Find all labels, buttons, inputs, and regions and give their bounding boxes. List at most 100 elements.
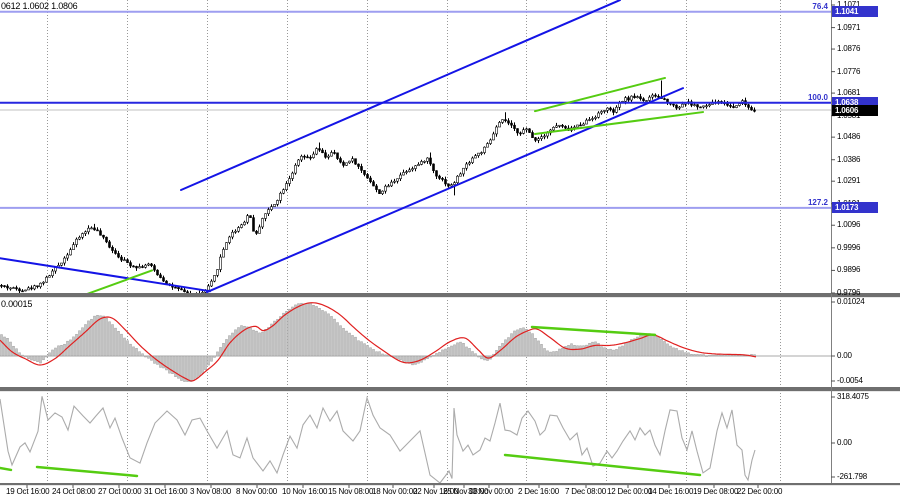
trendline-blue[interactable] bbox=[0, 257, 211, 293]
macd-bar bbox=[465, 346, 468, 357]
time-axis-label[interactable]: 2 Dec 16:00 bbox=[518, 487, 559, 496]
macd-bar bbox=[177, 355, 180, 379]
candle-body bbox=[162, 277, 165, 282]
candle-body bbox=[210, 280, 213, 287]
macd-bar bbox=[102, 315, 105, 357]
time-axis-label[interactable]: 25 Nov 08:00 bbox=[443, 487, 489, 496]
macd-bar bbox=[327, 313, 330, 357]
candle-body bbox=[33, 285, 36, 290]
macd-bar bbox=[363, 343, 366, 357]
candle-body bbox=[735, 105, 738, 108]
macd-bar bbox=[42, 355, 45, 361]
candle-body bbox=[699, 106, 702, 109]
time-axis-label[interactable]: 22 Nov 16:00 bbox=[413, 487, 459, 496]
candle-body bbox=[81, 233, 84, 238]
macd-bar bbox=[279, 316, 282, 357]
trendline-green[interactable] bbox=[534, 111, 704, 135]
trendline-blue[interactable] bbox=[180, 0, 621, 191]
macd-bar bbox=[237, 327, 240, 357]
candle-body bbox=[306, 156, 309, 159]
macd-bar bbox=[549, 351, 552, 357]
macd-bar bbox=[516, 329, 519, 357]
panel-separator[interactable] bbox=[0, 293, 900, 297]
candle-body bbox=[315, 148, 318, 155]
candle-body bbox=[393, 180, 396, 183]
panel-separator[interactable] bbox=[0, 483, 900, 485]
macd-bar bbox=[528, 331, 531, 357]
time-axis-label[interactable]: 12 Dec 00:00 bbox=[607, 487, 653, 496]
time-axis-label[interactable]: 15 Nov 08:00 bbox=[328, 487, 374, 496]
candle-body bbox=[96, 229, 99, 232]
macd-bar bbox=[432, 355, 435, 357]
time-axis-label[interactable]: 3 Nov 08:00 bbox=[190, 487, 231, 496]
candle-body bbox=[225, 242, 228, 250]
macd-bar bbox=[513, 330, 516, 357]
candle-body bbox=[396, 178, 399, 182]
time-axis-label[interactable]: 24 Oct 08:00 bbox=[52, 487, 96, 496]
macd-bar bbox=[645, 333, 648, 357]
macd-trendline-green[interactable] bbox=[530, 325, 657, 337]
panel-separator[interactable] bbox=[0, 387, 900, 391]
candle-body bbox=[120, 256, 123, 261]
candle-body bbox=[381, 190, 384, 194]
candle-body bbox=[441, 178, 444, 180]
fibo-price-badge: 1.1041 bbox=[832, 6, 878, 18]
macd-bar bbox=[162, 355, 165, 369]
cci-trendline-green[interactable] bbox=[0, 466, 13, 472]
time-axis-label[interactable]: 14 Dec 16:00 bbox=[648, 487, 694, 496]
candle-body bbox=[516, 128, 519, 134]
time-axis-label[interactable]: 19 Dec 08:00 bbox=[693, 487, 739, 496]
time-axis-label[interactable]: 7 Dec 08:00 bbox=[565, 487, 606, 496]
candle-body bbox=[213, 275, 216, 282]
candle-body bbox=[279, 192, 282, 201]
macd-bar bbox=[453, 344, 456, 357]
trendline-green[interactable] bbox=[83, 269, 153, 295]
candle-body bbox=[51, 270, 54, 276]
time-axis-label[interactable]: 31 Oct 16:00 bbox=[144, 487, 188, 496]
macd-bar bbox=[504, 339, 507, 357]
trendline-blue[interactable] bbox=[206, 87, 684, 293]
time-axis-label[interactable]: 10 Nov 16:00 bbox=[282, 487, 328, 496]
time-axis-label[interactable]: 18 Nov 00:00 bbox=[372, 487, 418, 496]
price-axis-label: 1.0971 bbox=[837, 22, 861, 32]
macd-bar bbox=[75, 334, 78, 357]
time-axis-label[interactable]: 27 Oct 00:00 bbox=[98, 487, 142, 496]
macd-bar bbox=[531, 333, 534, 357]
cci-trendline-green[interactable] bbox=[35, 465, 139, 478]
fibo-level-label: 127.2 bbox=[807, 197, 828, 207]
macd-bar bbox=[411, 355, 414, 366]
macd-bar bbox=[462, 343, 465, 357]
time-axis-label[interactable]: 19 Oct 16:00 bbox=[6, 487, 50, 496]
candle-body bbox=[693, 104, 696, 106]
candle-body bbox=[672, 103, 675, 106]
candle-body bbox=[282, 189, 285, 194]
macd-bar bbox=[192, 355, 195, 381]
macd-signal-line bbox=[0, 302, 757, 382]
trendline-green[interactable] bbox=[534, 76, 666, 113]
macd-bar bbox=[552, 351, 555, 357]
candle-body bbox=[108, 241, 111, 248]
time-axis-label[interactable]: 22 Dec 00:00 bbox=[737, 487, 783, 496]
macd-bar bbox=[534, 337, 537, 357]
time-axis-label[interactable]: 8 Nov 00:00 bbox=[236, 487, 277, 496]
macd-bar bbox=[171, 355, 174, 374]
candle-body bbox=[405, 171, 408, 173]
candle-body bbox=[363, 170, 366, 175]
macd-bar bbox=[54, 347, 57, 357]
macd-panel bbox=[0, 302, 831, 382]
macd-bar bbox=[543, 348, 546, 357]
candle-body bbox=[597, 112, 600, 118]
cci-panel bbox=[0, 395, 756, 483]
time-axis-label[interactable]: 30 Nov 00:00 bbox=[468, 487, 514, 496]
macd-bar bbox=[255, 330, 258, 357]
candle-body bbox=[75, 238, 78, 245]
candle-body bbox=[423, 161, 426, 163]
macd-bar bbox=[660, 339, 663, 357]
cci-trendline-green[interactable] bbox=[503, 453, 702, 477]
candle-body bbox=[285, 183, 288, 190]
macd-bar bbox=[603, 347, 606, 357]
price-axis-label: 1.0291 bbox=[837, 176, 861, 186]
candle-body bbox=[453, 182, 456, 185]
candle-body bbox=[174, 286, 177, 289]
